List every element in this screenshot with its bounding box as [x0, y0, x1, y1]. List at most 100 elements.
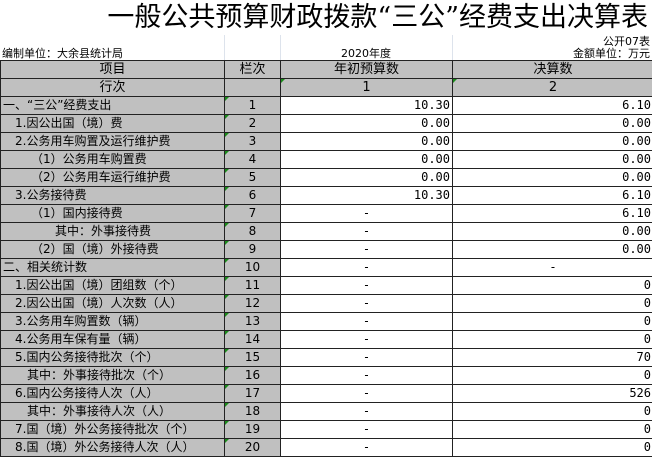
row-item[interactable]: （2）公务用车运行维护费 — [0, 168, 225, 187]
row-line[interactable]: 6 — [224, 186, 281, 205]
row-final[interactable]: 0 — [452, 276, 652, 295]
row-budget[interactable]: - — [280, 366, 453, 385]
comment-marker-icon — [225, 331, 229, 335]
column-index-row: 行次 1 2 — [0, 78, 652, 97]
table-row: （2）国（境）外接待费 9 - 0.00 — [0, 240, 652, 259]
row-final-text: 0 — [643, 332, 651, 346]
row-budget[interactable]: - — [280, 438, 453, 457]
row-item[interactable]: 5.国内公务接待批次（个） — [0, 348, 225, 367]
row-budget[interactable]: - — [280, 312, 453, 331]
row-budget[interactable]: 0.00 — [280, 132, 453, 151]
comment-marker-icon — [225, 223, 229, 227]
row-item[interactable]: 2.因公出国（境）人次数（人） — [0, 294, 225, 313]
row-line-text: 6 — [248, 188, 257, 202]
row-budget[interactable]: - — [280, 348, 453, 367]
row-final[interactable]: 0.00 — [452, 114, 652, 133]
row-budget[interactable]: 0.00 — [280, 114, 453, 133]
row-budget[interactable]: 0.00 — [280, 150, 453, 169]
table-row: 6.国内公务接待人次（人） 17 - 526 — [0, 384, 652, 403]
row-item[interactable]: 2.公务用车购置及运行维护费 — [0, 132, 225, 151]
row-line[interactable]: 10 — [224, 258, 281, 277]
row-line[interactable]: 8 — [224, 222, 281, 241]
row-item[interactable]: 7.国（境）外公务接待批次（个） — [0, 420, 225, 439]
row-final[interactable]: - — [452, 258, 652, 277]
row-budget[interactable]: - — [280, 204, 453, 223]
row-item[interactable]: （1）国内接待费 — [0, 204, 225, 223]
row-item[interactable]: （2）国（境）外接待费 — [0, 240, 225, 259]
row-line[interactable]: 5 — [224, 168, 281, 187]
row-final[interactable]: 0.00 — [452, 132, 652, 151]
row-line[interactable]: 13 — [224, 312, 281, 331]
row-final[interactable]: 0.00 — [452, 150, 652, 169]
row-final[interactable]: 526 — [452, 384, 652, 403]
row-line-text: 19 — [244, 422, 261, 436]
row-line[interactable]: 17 — [224, 384, 281, 403]
row-budget[interactable]: - — [280, 402, 453, 421]
row-line[interactable]: 1 — [224, 96, 281, 115]
row-budget-text: - — [362, 296, 371, 310]
row-item[interactable]: 二、相关统计数 — [0, 258, 225, 277]
row-item[interactable]: 1.因公出国（境）费 — [0, 114, 225, 133]
row-final[interactable]: 6.10 — [452, 204, 652, 223]
row-budget[interactable]: - — [280, 420, 453, 439]
row-item[interactable]: 3.公务用车购置数（辆） — [0, 312, 225, 331]
row-item[interactable]: 8.国（境）外公务接待人次（人） — [0, 438, 225, 457]
row-item[interactable]: 3.公务接待费 — [0, 186, 225, 205]
row-line[interactable]: 4 — [224, 150, 281, 169]
row-final[interactable]: 0 — [452, 402, 652, 421]
row-final[interactable]: 0.00 — [452, 168, 652, 187]
row-line[interactable]: 12 — [224, 294, 281, 313]
row-line[interactable]: 7 — [224, 204, 281, 223]
row-final[interactable]: 0 — [452, 420, 652, 439]
row-final[interactable]: 6.10 — [452, 96, 652, 115]
row-budget[interactable]: - — [280, 276, 453, 295]
row-final-text: 0 — [643, 404, 651, 418]
row-line[interactable]: 3 — [224, 132, 281, 151]
row-budget[interactable]: - — [280, 258, 453, 277]
comment-marker-icon — [225, 277, 229, 281]
row-item[interactable]: 一、“三公”经费支出 — [0, 96, 225, 115]
row-budget-text: 0.00 — [421, 170, 450, 184]
row-line-text: 5 — [248, 170, 257, 184]
row-budget[interactable]: 10.30 — [280, 96, 453, 115]
row-final[interactable]: 0.00 — [452, 222, 652, 241]
row-budget[interactable]: - — [280, 222, 453, 241]
row-budget-text: - — [362, 206, 371, 220]
row-final[interactable]: 0 — [452, 438, 652, 457]
row-item[interactable]: 其中：外事接待费 — [0, 222, 225, 241]
row-line[interactable]: 18 — [224, 402, 281, 421]
row-budget-text: - — [362, 350, 371, 364]
row-budget[interactable]: - — [280, 330, 453, 349]
row-line[interactable]: 14 — [224, 330, 281, 349]
row-budget[interactable]: - — [280, 240, 453, 259]
row-line[interactable]: 2 — [224, 114, 281, 133]
row-budget-text: - — [362, 332, 371, 346]
row-line[interactable]: 9 — [224, 240, 281, 259]
row-budget[interactable]: - — [280, 294, 453, 313]
row-line-text: 2 — [248, 116, 257, 130]
row-final[interactable]: 0.00 — [452, 240, 652, 259]
row-final[interactable]: 70 — [452, 348, 652, 367]
row-final[interactable]: 0 — [452, 330, 652, 349]
row-line[interactable]: 11 — [224, 276, 281, 295]
row-item[interactable]: 1.因公出国（境）团组数（个） — [0, 276, 225, 295]
row-line[interactable]: 16 — [224, 366, 281, 385]
row-line-text: 1 — [248, 98, 257, 112]
row-final[interactable]: 0 — [452, 294, 652, 313]
row-final[interactable]: 0 — [452, 312, 652, 331]
row-item[interactable]: 其中：外事接待批次（个） — [0, 366, 225, 385]
expense-table: 项目 栏次 年初预算数 决算数 行次 1 2 一、“三公”经费支出 1 10.30 6… — [0, 60, 652, 457]
row-budget[interactable]: - — [280, 384, 453, 403]
row-item[interactable]: 6.国内公务接待人次（人） — [0, 384, 225, 403]
row-final[interactable]: 6.10 — [452, 186, 652, 205]
row-budget[interactable]: 0.00 — [280, 168, 453, 187]
row-budget[interactable]: 10.30 — [280, 186, 453, 205]
row-item[interactable]: （1）公务用车购置费 — [0, 150, 225, 169]
row-item[interactable]: 4.公务用车保有量（辆） — [0, 330, 225, 349]
row-item-text: 6.国内公务接待人次（人） — [15, 386, 159, 400]
row-item[interactable]: 其中：外事接待人次（人） — [0, 402, 225, 421]
row-line[interactable]: 15 — [224, 348, 281, 367]
row-line[interactable]: 19 — [224, 420, 281, 439]
row-line[interactable]: 20 — [224, 438, 281, 457]
row-final[interactable]: 0 — [452, 366, 652, 385]
